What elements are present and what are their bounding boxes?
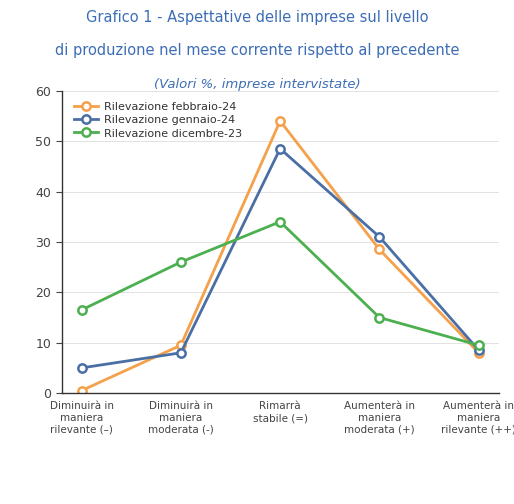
Text: (Valori %, imprese intervistate): (Valori %, imprese intervistate) <box>154 78 360 91</box>
Text: Grafico 1 - Aspettative delle imprese sul livello: Grafico 1 - Aspettative delle imprese su… <box>86 10 428 25</box>
Rilevazione febbraio-24 <box>178 342 184 348</box>
Rilevazione dicembre-23 <box>475 342 482 348</box>
Rilevazione gennaio-24 <box>277 146 283 152</box>
Rilevazione febbraio-24 <box>79 388 85 394</box>
Rilevazione dicembre-23 <box>277 219 283 225</box>
Line: Rilevazione dicembre-23: Rilevazione dicembre-23 <box>78 218 483 349</box>
Rilevazione febbraio-24 <box>277 118 283 124</box>
Rilevazione gennaio-24 <box>178 350 184 356</box>
Rilevazione dicembre-23 <box>178 259 184 265</box>
Line: Rilevazione gennaio-24: Rilevazione gennaio-24 <box>78 145 483 372</box>
Legend: Rilevazione febbraio-24, Rilevazione gennaio-24, Rilevazione dicembre-23: Rilevazione febbraio-24, Rilevazione gen… <box>71 99 244 141</box>
Rilevazione febbraio-24 <box>475 350 482 356</box>
Rilevazione febbraio-24 <box>376 246 382 253</box>
Line: Rilevazione febbraio-24: Rilevazione febbraio-24 <box>78 117 483 395</box>
Rilevazione dicembre-23 <box>79 307 85 313</box>
Rilevazione gennaio-24 <box>475 347 482 353</box>
Text: di produzione nel mese corrente rispetto al precedente: di produzione nel mese corrente rispetto… <box>55 43 459 58</box>
Rilevazione gennaio-24 <box>79 365 85 371</box>
Rilevazione dicembre-23 <box>376 314 382 321</box>
Rilevazione gennaio-24 <box>376 234 382 240</box>
